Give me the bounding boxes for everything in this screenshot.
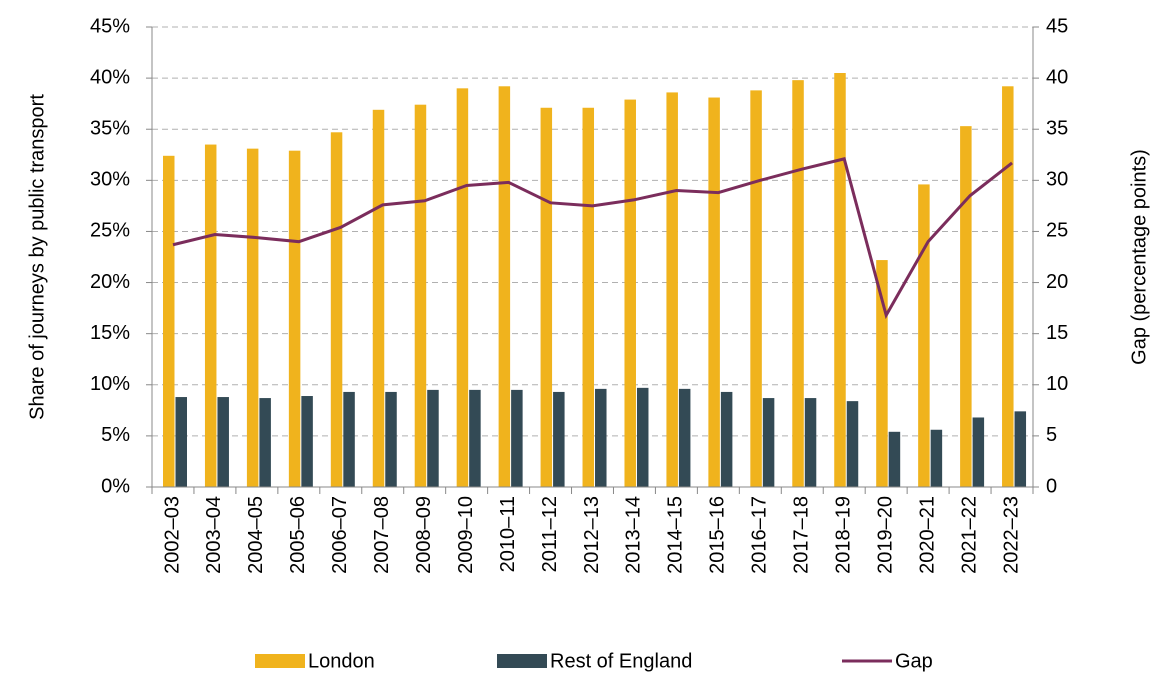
bar — [553, 391, 565, 487]
x-tick-label: 2008–09 — [413, 496, 435, 574]
bar — [540, 107, 553, 487]
bar — [720, 391, 733, 487]
x-tick-label: 2003–04 — [203, 496, 225, 574]
y-tick-label: 0% — [101, 475, 130, 497]
bar — [288, 150, 301, 487]
bar — [246, 148, 259, 487]
bar — [414, 104, 427, 487]
bar — [750, 90, 762, 487]
bar — [636, 387, 649, 487]
bar — [217, 397, 229, 487]
bar — [301, 396, 313, 487]
y2-tick-label: 35 — [1046, 118, 1068, 140]
bar — [456, 88, 469, 487]
bar — [762, 398, 775, 487]
x-tick-label: 2022–23 — [1000, 496, 1022, 574]
x-tick-label: 2006–07 — [329, 496, 351, 574]
y-tick-label: 40% — [90, 66, 130, 88]
y-tick-label: 30% — [90, 169, 130, 191]
bar — [372, 109, 385, 488]
bar — [708, 97, 720, 488]
bar — [876, 260, 888, 487]
y2-tick-label: 30 — [1046, 169, 1068, 191]
bar — [888, 431, 901, 487]
y-tick-label: 35% — [90, 118, 130, 140]
x-tick-label: 2016–17 — [749, 496, 771, 574]
y-tick-label: 15% — [90, 322, 130, 344]
x-tick-label: 2018–19 — [832, 496, 854, 574]
legend-label: London — [308, 650, 375, 672]
x-tick-label: 2010–11 — [497, 496, 519, 572]
bar — [666, 92, 678, 487]
y-tick-label: 25% — [90, 220, 130, 242]
bar — [1014, 411, 1027, 487]
bar — [511, 389, 523, 487]
y2-tick-label: 0 — [1046, 475, 1057, 497]
line — [172, 157, 1013, 320]
bar — [163, 155, 175, 488]
bar — [972, 417, 985, 487]
bar — [385, 391, 397, 487]
legend-swatch — [255, 654, 305, 668]
x-tick-label: 2014–15 — [665, 496, 687, 574]
x-tick-label: 2020–21 — [916, 496, 938, 574]
x-tick-label: 2009–10 — [455, 496, 477, 574]
y2-tick-label: 15 — [1046, 322, 1068, 344]
y-tick-label: 10% — [90, 373, 130, 395]
legend-swatch — [497, 654, 547, 668]
x-tick-label: 2011–12 — [539, 496, 561, 572]
bar — [343, 391, 355, 487]
legend-label: Rest of England — [550, 650, 692, 672]
x-tick-label: 2012–13 — [581, 496, 603, 574]
x-tick-label: 2019–20 — [874, 496, 896, 574]
x-tick-label: 2004–05 — [245, 496, 267, 574]
bar — [678, 388, 691, 487]
y-tick-label: 20% — [90, 271, 130, 293]
bar — [330, 132, 343, 488]
bar — [204, 144, 217, 488]
bar — [175, 397, 187, 487]
y2-axis-label: Gap (percentage points) — [1128, 149, 1150, 365]
y2-tick-label: 10 — [1046, 373, 1068, 395]
y-tick-label: 45% — [90, 15, 130, 37]
legend-label: Gap — [895, 650, 933, 672]
y2-tick-label: 45 — [1046, 15, 1068, 37]
x-tick-label: 2017–18 — [791, 496, 813, 574]
bar — [846, 401, 859, 487]
x-tick-label: 2005–06 — [287, 496, 309, 574]
bar — [918, 184, 930, 487]
x-tick-label: 2002–03 — [161, 496, 183, 574]
bar — [595, 388, 607, 487]
x-tick-label: 2021–22 — [958, 496, 980, 574]
bar — [930, 429, 943, 487]
x-tick-label: 2015–16 — [707, 496, 729, 574]
bar — [469, 389, 481, 487]
bar — [804, 398, 817, 487]
y2-tick-label: 20 — [1046, 271, 1068, 293]
y2-tick-label: 5 — [1046, 424, 1057, 446]
bar — [624, 99, 636, 488]
y-axis-label: Share of journeys by public transport — [26, 94, 48, 420]
bar — [960, 126, 972, 488]
bar — [582, 107, 595, 487]
x-tick-label: 2013–14 — [623, 496, 645, 574]
bar — [1002, 86, 1014, 488]
bar — [792, 80, 804, 488]
bar — [498, 86, 511, 488]
bar — [834, 73, 846, 487]
y-tick-label: 5% — [101, 424, 130, 446]
y2-tick-label: 40 — [1046, 66, 1068, 88]
bar — [259, 398, 271, 487]
bar — [427, 389, 439, 487]
y2-tick-label: 25 — [1046, 220, 1068, 242]
x-tick-label: 2007–08 — [371, 496, 393, 574]
